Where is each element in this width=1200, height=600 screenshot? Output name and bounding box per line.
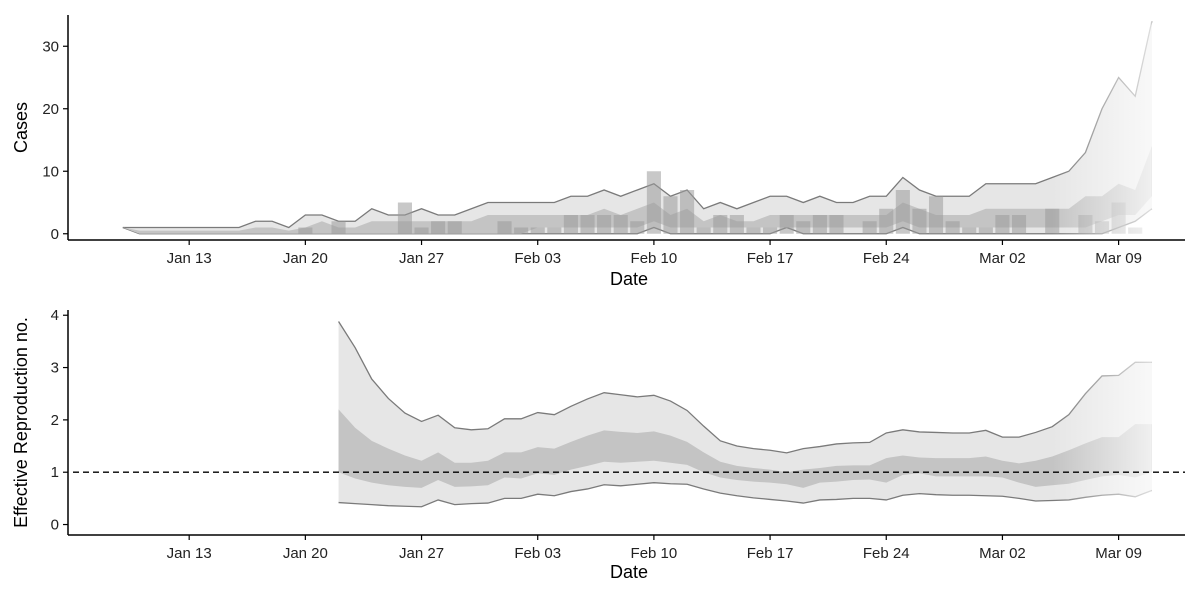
case-bar [414, 227, 429, 234]
case-bar [646, 171, 661, 234]
case-bar [397, 202, 412, 234]
case-bar [663, 196, 678, 234]
case-bar [613, 215, 628, 234]
y-tick-label: 2 [51, 412, 59, 429]
case-bar [912, 208, 927, 234]
y-tick-label: 30 [42, 38, 59, 55]
outer-interval-band [122, 21, 1152, 234]
x-tick-label: Jan 27 [399, 250, 444, 267]
x-tick-label: Jan 13 [167, 545, 212, 562]
case-bar [497, 221, 512, 234]
case-bar [680, 190, 695, 234]
y-tick-label: 0 [51, 517, 59, 534]
x-axis-title: Date [610, 269, 648, 289]
case-bar [796, 221, 811, 234]
case-bar [530, 227, 545, 234]
reproduction-panel: 0 1 2 3 4 Jan 13 Jan 20 Jan 27 Feb 03 Feb 10 Feb 1… [11, 307, 1185, 582]
outer-upper-line [338, 321, 1152, 454]
x-axis-title: Date [610, 562, 648, 582]
x-tick-label: Feb 24 [863, 250, 910, 267]
case-bar [763, 227, 778, 234]
case-bar [879, 208, 894, 234]
case-bar [547, 227, 562, 234]
case-bar [812, 215, 827, 234]
x-tick-label: Jan 13 [167, 250, 212, 267]
x-tick-label: Jan 20 [283, 250, 328, 267]
case-bar [928, 196, 944, 234]
recent-fade-overlay [1052, 310, 1152, 535]
x-tick-label: Jan 27 [399, 545, 444, 562]
inner-interval-band [122, 146, 1152, 234]
y-axis-title: Effective Reproduction no. [11, 317, 31, 528]
outer-lower-line [338, 482, 1153, 508]
y-tick-label: 1 [51, 464, 59, 481]
case-bar [431, 221, 446, 234]
case-bar [514, 227, 529, 234]
recent-fade-overlay [1052, 15, 1152, 240]
case-bar [1011, 215, 1027, 234]
case-bar [563, 215, 578, 234]
y-axis-title: Cases [11, 102, 31, 153]
case-bar [746, 227, 761, 234]
case-bar [331, 221, 346, 234]
cases-panel: 0 10 20 30 Jan 13 Jan 20 Jan 27 Feb 03 Feb 10 Feb… [11, 15, 1185, 289]
case-bar [713, 215, 728, 234]
case-bar [630, 221, 645, 234]
case-bar [298, 227, 313, 234]
case-bar [995, 215, 1010, 234]
y-tick-label: 3 [51, 360, 59, 377]
x-tick-label: Mar 09 [1095, 545, 1142, 562]
case-bar [447, 221, 462, 234]
x-tick-label: Feb 03 [514, 250, 561, 267]
case-bar [862, 221, 877, 234]
x-tick-label: Feb 24 [863, 545, 910, 562]
x-tick-label: Mar 02 [979, 250, 1026, 267]
case-bar [829, 215, 844, 234]
case-bar [895, 190, 910, 234]
inner-interval-band [338, 409, 1152, 488]
y-tick-label: 4 [51, 307, 59, 324]
outer-upper-line [122, 21, 1153, 229]
x-tick-label: Feb 10 [631, 545, 678, 562]
y-tick-label: 20 [42, 101, 59, 118]
case-bar [945, 221, 960, 234]
case-bar [597, 215, 612, 234]
x-tick-label: Jan 20 [283, 545, 328, 562]
x-tick-label: Mar 02 [979, 545, 1026, 562]
case-bar [580, 215, 595, 234]
x-tick-label: Feb 03 [514, 545, 561, 562]
case-bar [696, 227, 711, 234]
x-tick-label: Feb 10 [631, 250, 678, 267]
case-bar [962, 227, 977, 234]
case-bar [729, 215, 744, 234]
y-tick-label: 10 [42, 163, 59, 180]
case-bar [978, 227, 993, 234]
case-bar [779, 215, 794, 234]
x-tick-label: Feb 17 [747, 545, 794, 562]
x-tick-label: Mar 09 [1095, 250, 1142, 267]
y-tick-label: 0 [51, 226, 59, 243]
x-tick-label: Feb 17 [747, 250, 794, 267]
